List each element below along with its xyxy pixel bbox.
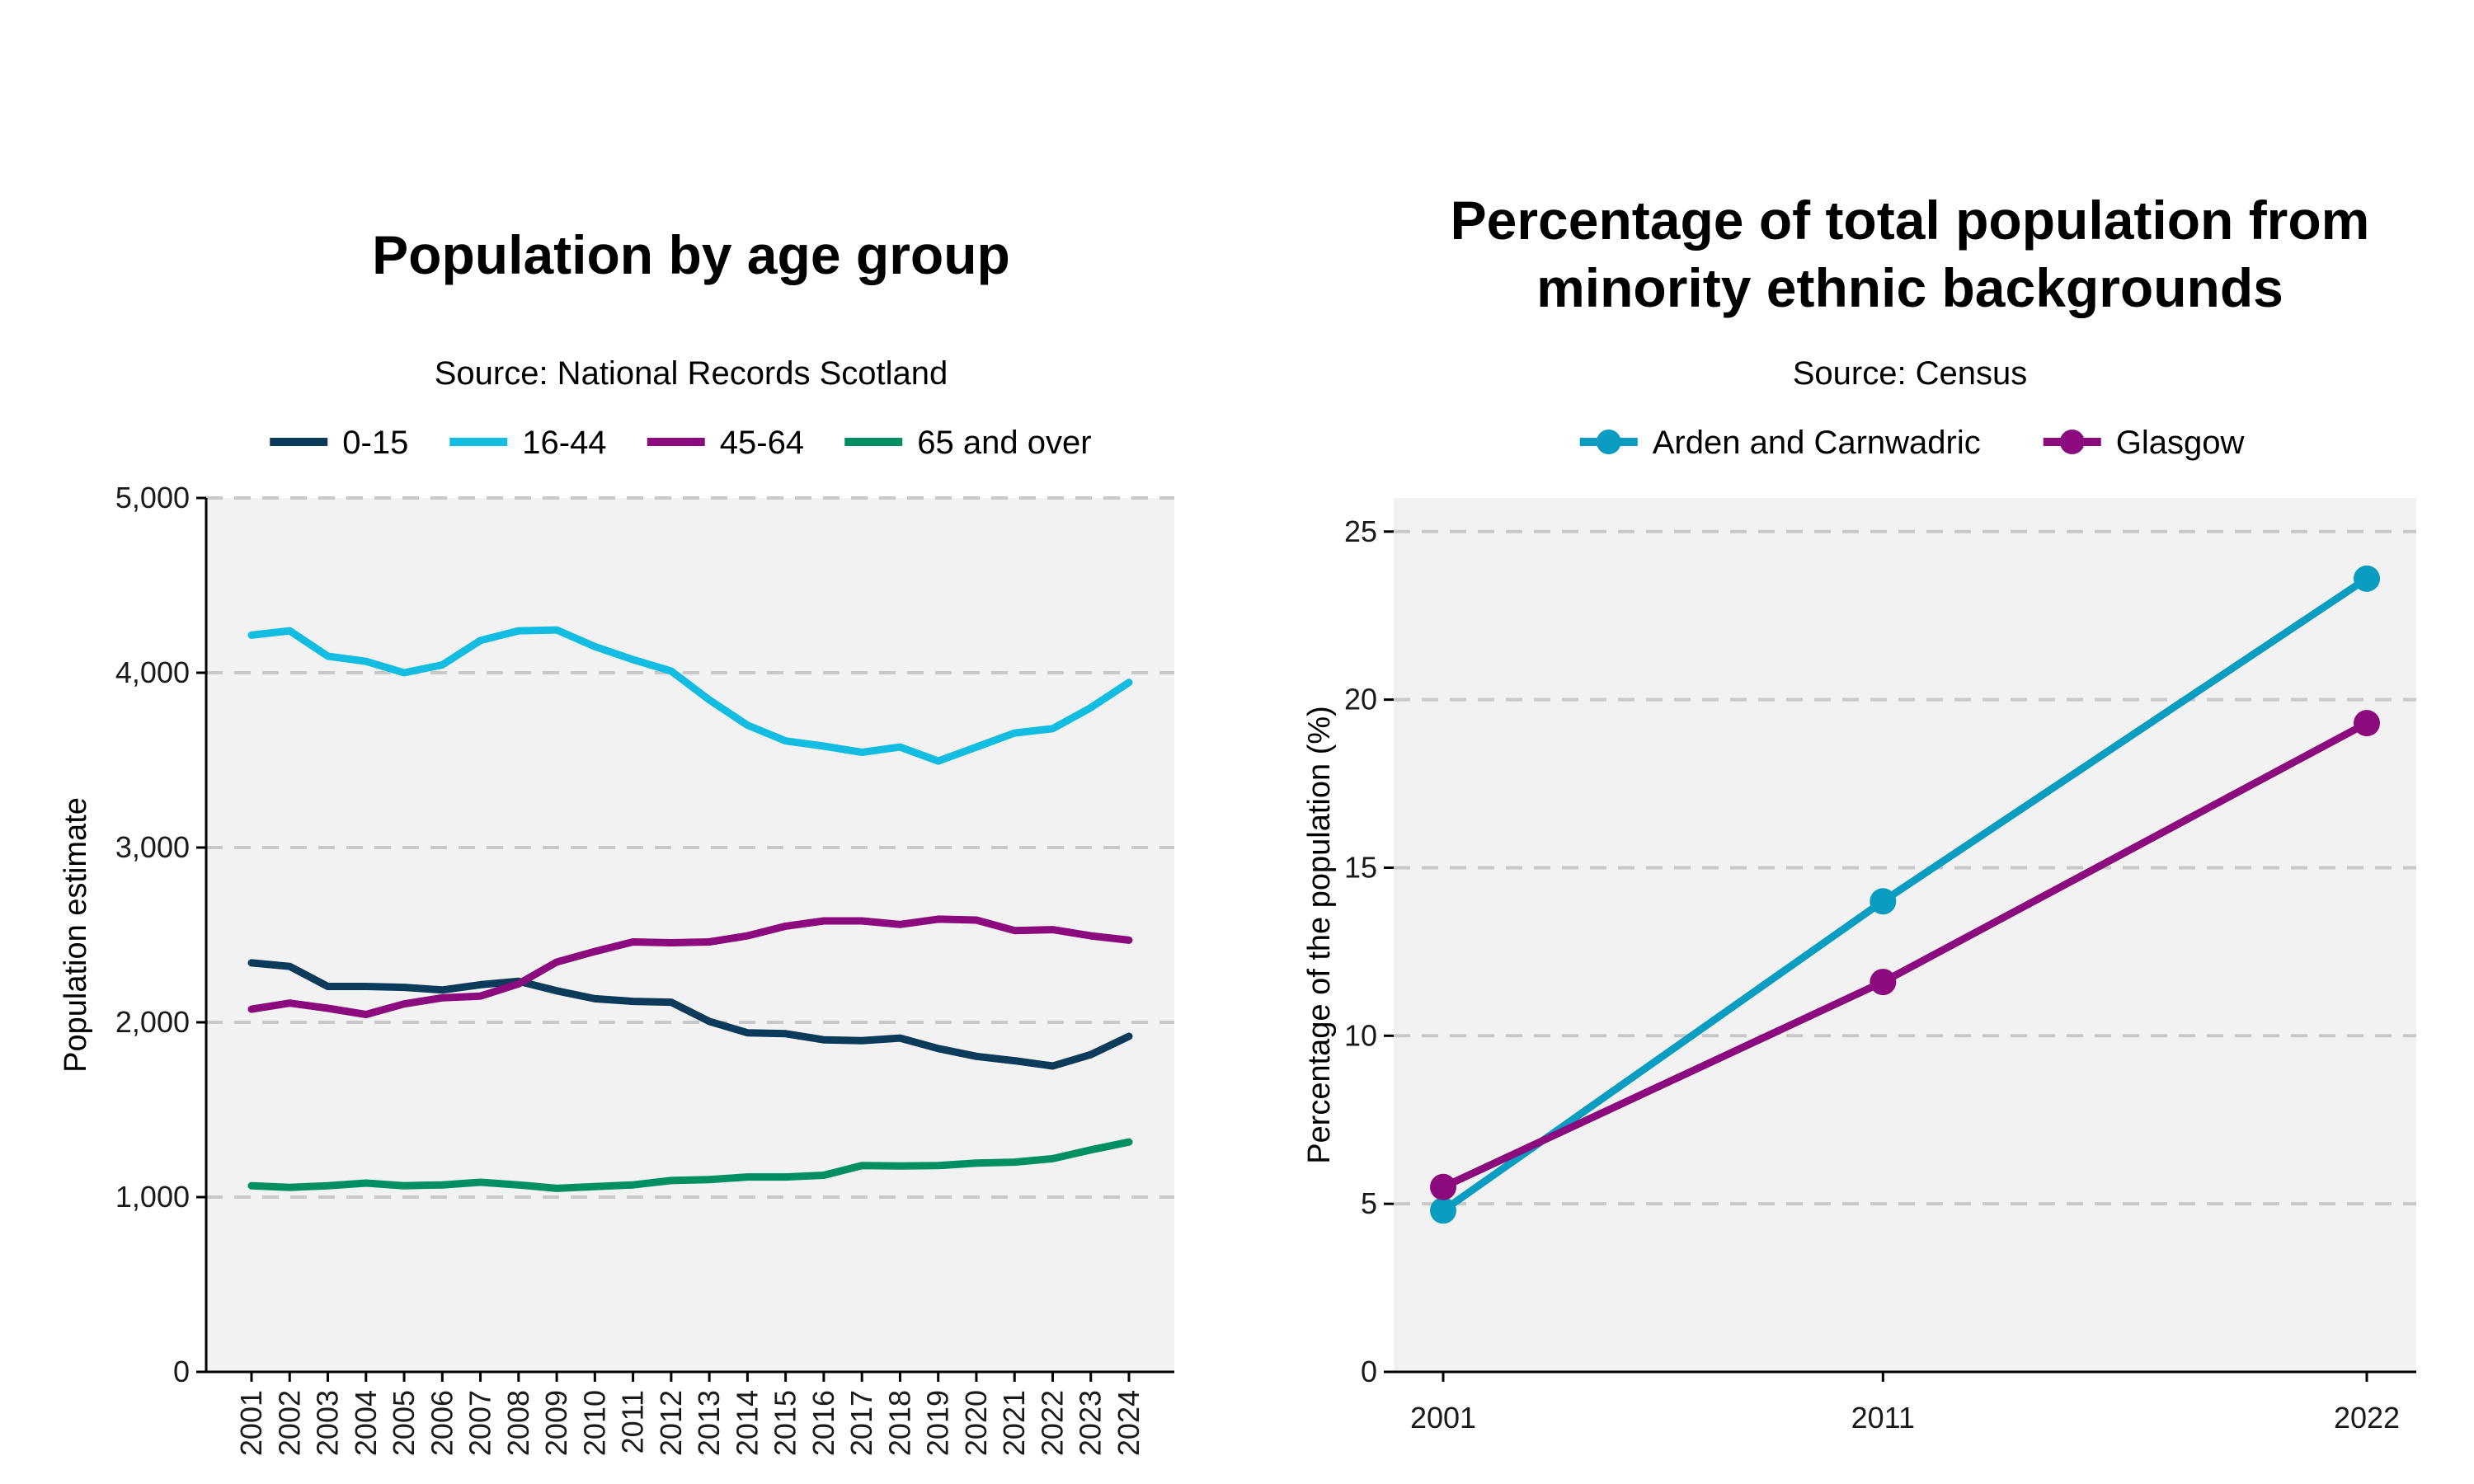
data-point bbox=[1870, 888, 1897, 915]
x-tick-label: 2019 bbox=[921, 1390, 955, 1456]
x-tick-label: 2011 bbox=[616, 1390, 650, 1453]
plot-panel bbox=[1394, 498, 2416, 1372]
axes: 0 5 10 15 20 25 2001 2011 2022 bbox=[1344, 514, 2416, 1435]
y-tick-label: 15 bbox=[1344, 850, 1377, 884]
gridlines bbox=[1394, 529, 2416, 1206]
y-axis-label: Population estimate bbox=[59, 797, 93, 1073]
x-tick-label: 2023 bbox=[1074, 1390, 1108, 1456]
population-by-age-chart: Population by age group Source: National… bbox=[59, 224, 1174, 1456]
chart-title-line-1: Percentage of total population from bbox=[1451, 190, 2370, 251]
x-tick-label: 2013 bbox=[692, 1390, 726, 1456]
legend-item: 65 and over bbox=[844, 425, 1092, 461]
series-line-0-15 bbox=[247, 959, 1133, 1070]
legend-item: Arden and Carnwadric bbox=[1579, 425, 1981, 461]
x-tick-label: 2022 bbox=[1035, 1390, 1069, 1456]
data-point bbox=[2354, 710, 2380, 737]
chart-subtitle: Source: National Records Scotland bbox=[435, 355, 948, 392]
x-tick-label: 2020 bbox=[959, 1390, 993, 1456]
y-tick-label: 3,000 bbox=[115, 830, 190, 864]
x-tick-label: 2001 bbox=[1410, 1401, 1476, 1435]
x-tick-label: 2006 bbox=[425, 1390, 459, 1456]
gridlines bbox=[206, 496, 1174, 1199]
x-tick-label: 2011 bbox=[1851, 1401, 1915, 1435]
x-tick-label: 2024 bbox=[1112, 1390, 1145, 1456]
chart-legend: 0-15 16-44 45-64 65 and over bbox=[270, 425, 1092, 461]
series-line-65-and-over bbox=[247, 1138, 1133, 1192]
x-tick-label: 2010 bbox=[577, 1390, 611, 1456]
legend-item: Glasgow bbox=[2043, 425, 2245, 461]
y-tick-label: 10 bbox=[1344, 1018, 1377, 1052]
y-tick-label: 5 bbox=[1361, 1186, 1377, 1220]
x-tick-label: 2014 bbox=[730, 1390, 764, 1456]
x-tick-label: 2009 bbox=[539, 1390, 573, 1456]
y-tick-label: 25 bbox=[1344, 514, 1377, 548]
legend-item: 16-44 bbox=[449, 425, 607, 461]
x-tick-label: 2016 bbox=[807, 1390, 840, 1456]
x-tick-label: 2017 bbox=[844, 1390, 878, 1456]
legend-item: 0-15 bbox=[270, 425, 408, 461]
x-tick-label: 2008 bbox=[501, 1390, 535, 1456]
legend-label: 0-15 bbox=[342, 425, 408, 461]
legend-marker bbox=[1596, 430, 1621, 454]
chart-subtitle: Source: Census bbox=[1793, 355, 2028, 392]
y-tick-label: 4,000 bbox=[115, 655, 190, 689]
y-tick-label: 0 bbox=[1361, 1355, 1377, 1388]
plot-panel bbox=[206, 498, 1174, 1372]
x-tick-label: 2007 bbox=[463, 1390, 497, 1456]
y-tick-label: 0 bbox=[173, 1355, 190, 1388]
x-tick-label: 2015 bbox=[769, 1390, 802, 1456]
y-tick-label: 1,000 bbox=[115, 1180, 190, 1214]
legend-label: 65 and over bbox=[917, 425, 1091, 461]
x-tick-label: 2005 bbox=[387, 1390, 421, 1456]
x-tick-label: 2021 bbox=[997, 1390, 1031, 1456]
x-tick-label: 2004 bbox=[349, 1390, 383, 1456]
legend-label: 16-44 bbox=[522, 425, 606, 461]
x-tick-label: 2022 bbox=[2334, 1401, 2400, 1435]
x-tick-label: 2012 bbox=[654, 1390, 688, 1456]
legend-marker bbox=[2059, 430, 2085, 454]
legend-label: 45-64 bbox=[720, 425, 804, 461]
chart-title-line-2: minority ethnic backgrounds bbox=[1536, 257, 2284, 318]
y-axis-label: Percentage of the population (%) bbox=[1302, 706, 1337, 1164]
chart-title: Population by age group bbox=[372, 224, 1010, 285]
series-lines bbox=[1430, 565, 2380, 1224]
y-tick-label: 20 bbox=[1344, 683, 1377, 716]
chart-legend: Arden and Carnwadric Glasgow bbox=[1579, 425, 2245, 461]
legend-item: 45-64 bbox=[647, 425, 804, 461]
y-tick-label: 5,000 bbox=[115, 481, 190, 514]
data-point bbox=[1430, 1173, 1456, 1200]
x-tick-label: 2001 bbox=[234, 1390, 268, 1456]
data-point bbox=[1870, 969, 1897, 996]
legend-label: Glasgow bbox=[2116, 425, 2245, 461]
y-tick-label: 2,000 bbox=[115, 1005, 190, 1039]
minority-ethnic-chart: Percentage of total population from mino… bbox=[1302, 190, 2416, 1435]
data-point bbox=[1430, 1197, 1456, 1224]
x-tick-label: 2018 bbox=[882, 1390, 916, 1456]
legend-label: Arden and Carnwadric bbox=[1653, 425, 1981, 461]
x-tick-label: 2002 bbox=[272, 1390, 306, 1456]
series-lines bbox=[247, 626, 1133, 1192]
x-tick-label: 2003 bbox=[311, 1390, 345, 1456]
series-line-45-64 bbox=[247, 915, 1133, 1018]
series-line-16-44 bbox=[247, 626, 1133, 765]
data-point bbox=[2354, 565, 2380, 592]
